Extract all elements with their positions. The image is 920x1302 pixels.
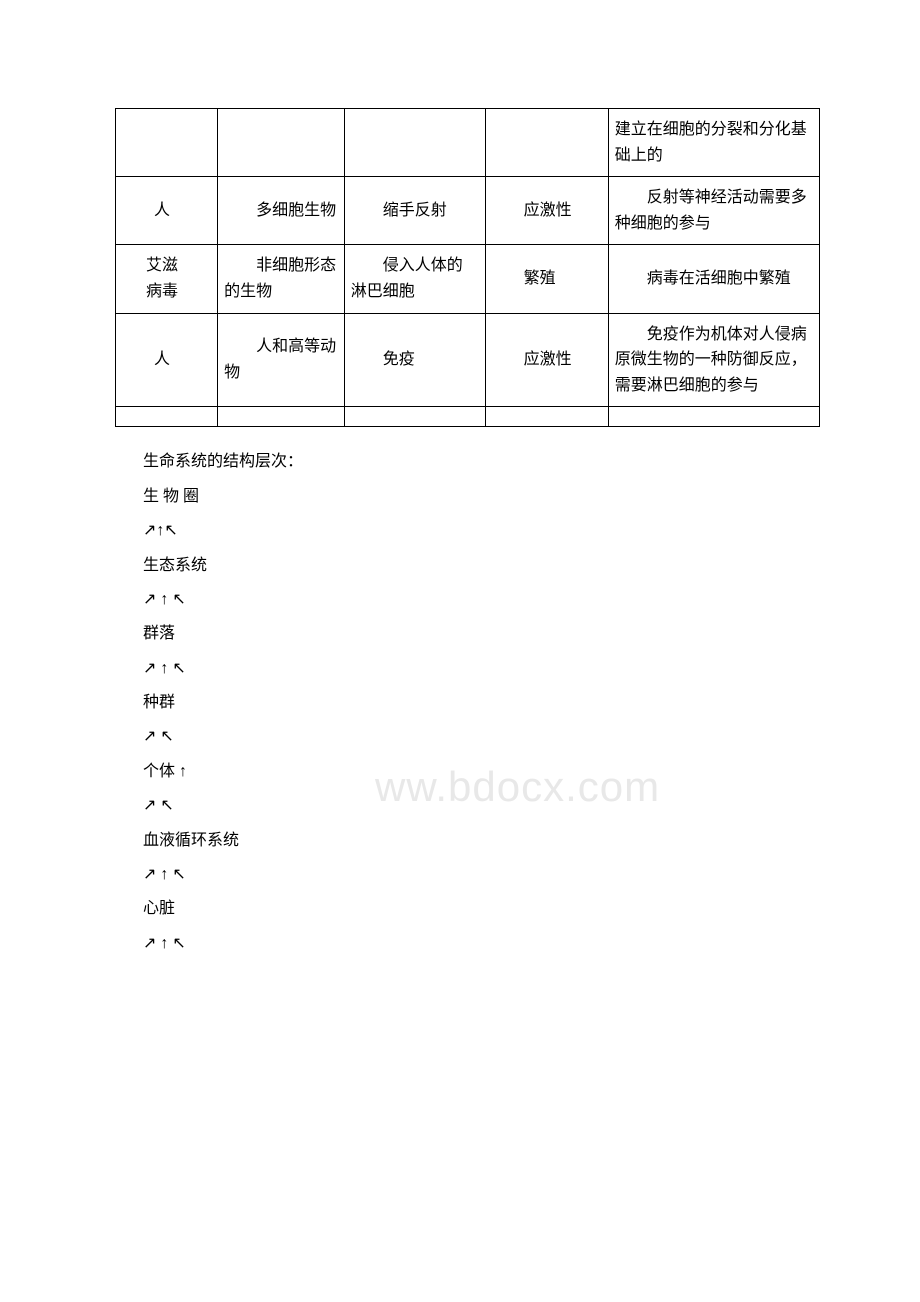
hierarchy-line: 生 物 圈 xyxy=(143,480,820,514)
cell-text: 应激性 xyxy=(492,198,602,224)
table-cell: 建立在细胞的分裂和分化基础上的 xyxy=(608,109,819,177)
hierarchy-title: 生命系统的结构层次： xyxy=(143,445,820,479)
table-body: 建立在细胞的分裂和分化基础上的人多细胞生物缩手反射应激性反射等神经活动需要多种细… xyxy=(116,109,820,427)
cell-text: 人 xyxy=(122,347,211,373)
table-cell: 应激性 xyxy=(485,177,608,245)
table-cell: 缩手反射 xyxy=(344,177,485,245)
table-cell xyxy=(116,407,218,427)
biology-table: 建立在细胞的分裂和分化基础上的人多细胞生物缩手反射应激性反射等神经活动需要多种细… xyxy=(115,108,820,427)
table-cell: 人 xyxy=(116,177,218,245)
table-cell: 多细胞生物 xyxy=(218,177,345,245)
hierarchy-line: 个体 ↑ xyxy=(143,755,820,789)
table-cell: 人和高等动物 xyxy=(218,313,345,407)
table-cell xyxy=(218,109,345,177)
cell-text: 应激性 xyxy=(492,347,602,373)
cell-line: 病毒 xyxy=(122,279,211,305)
table-cell: 艾滋病毒 xyxy=(116,245,218,313)
hierarchy-block: 生命系统的结构层次： 生 物 圈↗↑↖生态系统↗ ↑ ↖群落↗ ↑ ↖种群↗ ↖… xyxy=(115,445,820,961)
page-container: ww.bdocx.com 建立在细胞的分裂和分化基础上的人多细胞生物缩手反射应激… xyxy=(115,108,820,961)
table-row xyxy=(116,407,820,427)
hierarchy-line: ↗↑↖ xyxy=(143,514,820,548)
hierarchy-line: 血液循环系统 xyxy=(143,824,820,858)
table-cell xyxy=(116,109,218,177)
cell-text: 人 xyxy=(122,198,211,224)
table-cell: 免疫作为机体对人侵病原微生物的一种防御反应，需要淋巴细胞的参与 xyxy=(608,313,819,407)
table-row: 建立在细胞的分裂和分化基础上的 xyxy=(116,109,820,177)
hierarchy-line: 种群 xyxy=(143,686,820,720)
hierarchy-line: 群落 xyxy=(143,617,820,651)
table-row: 艾滋病毒非细胞形态的生物侵入人体的淋巴细胞繁殖病毒在活细胞中繁殖 xyxy=(116,245,820,313)
table-cell xyxy=(218,407,345,427)
table-cell xyxy=(344,407,485,427)
hierarchy-line: ↗ ↖ xyxy=(143,789,820,823)
table-cell xyxy=(485,109,608,177)
table-cell: 应激性 xyxy=(485,313,608,407)
hierarchy-line: ↗ ↑ ↖ xyxy=(143,652,820,686)
table-cell xyxy=(485,407,608,427)
table-cell: 繁殖 xyxy=(485,245,608,313)
table-cell: 人 xyxy=(116,313,218,407)
table-cell: 侵入人体的淋巴细胞 xyxy=(344,245,485,313)
table-cell: 免疫 xyxy=(344,313,485,407)
hierarchy-line: ↗ ↑ ↖ xyxy=(143,927,820,961)
table-cell xyxy=(608,407,819,427)
cell-line: 艾滋 xyxy=(122,253,211,279)
hierarchy-line: ↗ ↑ ↖ xyxy=(143,858,820,892)
table-row: 人多细胞生物缩手反射应激性反射等神经活动需要多种细胞的参与 xyxy=(116,177,820,245)
table-cell: 反射等神经活动需要多种细胞的参与 xyxy=(608,177,819,245)
hierarchy-line: ↗ ↖ xyxy=(143,720,820,754)
table-row: 人人和高等动物免疫应激性免疫作为机体对人侵病原微生物的一种防御反应，需要淋巴细胞… xyxy=(116,313,820,407)
hierarchy-line: ↗ ↑ ↖ xyxy=(143,583,820,617)
table-cell: 病毒在活细胞中繁殖 xyxy=(608,245,819,313)
table-cell xyxy=(344,109,485,177)
hierarchy-lines: 生 物 圈↗↑↖生态系统↗ ↑ ↖群落↗ ↑ ↖种群↗ ↖个体 ↑↗ ↖血液循环… xyxy=(143,480,820,961)
hierarchy-line: 生态系统 xyxy=(143,549,820,583)
table-cell: 非细胞形态的生物 xyxy=(218,245,345,313)
hierarchy-line: 心脏 xyxy=(143,892,820,926)
cell-text: 繁殖 xyxy=(492,266,602,292)
cell-text: 免疫 xyxy=(351,347,479,373)
